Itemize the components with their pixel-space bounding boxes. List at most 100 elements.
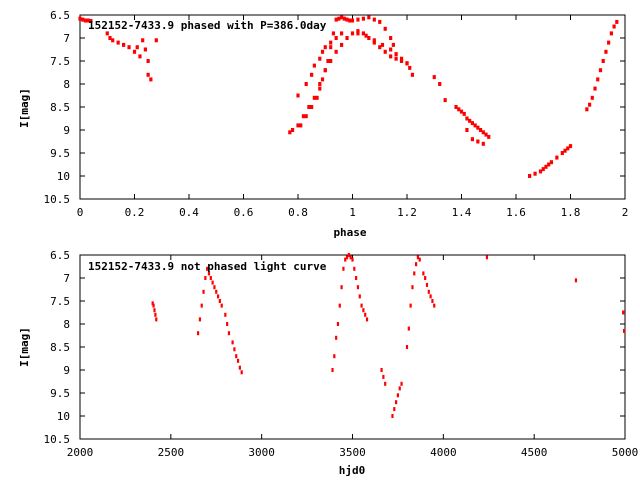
data-point xyxy=(465,128,469,132)
data-point xyxy=(433,303,436,308)
data-point xyxy=(391,42,395,47)
y-tick-label: 6.5 xyxy=(50,9,70,22)
data-point xyxy=(307,105,311,109)
data-point xyxy=(457,107,461,112)
data-point xyxy=(372,38,376,43)
data-point xyxy=(345,255,349,260)
x-tick-labels: 0 0.2 0.4 0.6 0.8 1 1.2 1.4 1.6 1.8 2 xyxy=(77,206,629,219)
data-point xyxy=(345,36,349,40)
data-point xyxy=(587,102,592,107)
data-point xyxy=(612,24,616,29)
data-point xyxy=(560,151,564,155)
data-point xyxy=(344,257,347,262)
data-point xyxy=(356,31,360,36)
data-point xyxy=(89,18,93,23)
data-point xyxy=(111,38,115,43)
y-tick-label: 7 xyxy=(63,272,70,285)
data-point xyxy=(340,31,344,36)
data-point xyxy=(547,162,551,167)
data-point xyxy=(312,63,316,68)
data-point xyxy=(468,118,472,123)
data-point xyxy=(350,18,355,23)
data-point xyxy=(349,255,352,260)
data-point xyxy=(538,169,543,174)
data-point xyxy=(304,82,308,86)
data-point xyxy=(383,26,387,31)
data-point xyxy=(555,155,559,160)
y-tick-label: 7.5 xyxy=(50,295,70,308)
data-point xyxy=(431,299,434,303)
data-point xyxy=(315,95,319,100)
data-point xyxy=(200,303,203,308)
data-point xyxy=(356,285,360,290)
data-point xyxy=(336,322,340,326)
data-point xyxy=(414,262,418,267)
data-point xyxy=(220,303,223,308)
data-point xyxy=(152,303,155,308)
data-point xyxy=(149,77,153,82)
data-point xyxy=(470,137,474,142)
x-axis-label: phase xyxy=(333,226,366,239)
data-point xyxy=(568,144,573,149)
data-point xyxy=(473,123,477,128)
data-point xyxy=(337,16,341,21)
data-point xyxy=(476,139,480,144)
data-point xyxy=(566,146,570,151)
data-point xyxy=(380,42,385,47)
data-point xyxy=(353,266,356,271)
data-point xyxy=(351,257,354,262)
data-point xyxy=(429,294,432,299)
data-point xyxy=(345,17,349,22)
data-point xyxy=(240,370,243,375)
y-tick-label: 10.5 xyxy=(44,193,71,206)
data-point xyxy=(481,130,485,135)
data-point xyxy=(400,381,403,386)
data-point xyxy=(318,86,322,91)
data-point xyxy=(361,16,365,21)
data-point xyxy=(206,266,209,271)
chart-title: 152152-7433.9 not phased light curve xyxy=(88,260,327,273)
data-point xyxy=(356,17,360,22)
data-point xyxy=(367,36,371,40)
x-tick-label: 0.2 xyxy=(125,206,145,219)
data-point xyxy=(238,365,241,370)
y-tick-label: 9.5 xyxy=(50,147,70,160)
data-point xyxy=(481,141,485,146)
data-point xyxy=(312,95,316,100)
data-point xyxy=(340,15,344,20)
data-point xyxy=(226,322,229,326)
phased-light-curve-chart: 0 0.2 0.4 0.6 0.8 1 1.2 1.4 1.6 1.8 2 6.5 7 7.5 8 8.5 9… xyxy=(18,9,628,239)
data-point xyxy=(318,82,322,86)
data-point xyxy=(487,134,491,139)
data-point xyxy=(427,289,430,294)
x-tick-label: 1.2 xyxy=(397,206,417,219)
data-point xyxy=(394,56,398,61)
data-point xyxy=(528,174,532,178)
data-point xyxy=(310,72,314,77)
data-point xyxy=(146,72,150,77)
data-point xyxy=(213,285,216,290)
data-point xyxy=(333,354,336,359)
data-point xyxy=(323,68,327,73)
data-point xyxy=(122,42,126,47)
data-point xyxy=(233,347,236,352)
data-point xyxy=(378,19,382,24)
data-point xyxy=(141,38,145,43)
data-point xyxy=(438,82,442,86)
data-point xyxy=(425,282,429,287)
data-point xyxy=(78,16,82,21)
data-point xyxy=(394,52,398,57)
data-point xyxy=(391,414,394,418)
x-tick-label: 1.6 xyxy=(506,206,526,219)
data-point xyxy=(338,303,341,308)
data-point xyxy=(196,331,200,336)
data-point xyxy=(355,276,358,280)
data-point xyxy=(549,160,554,165)
data-point xyxy=(301,114,306,119)
data-point xyxy=(383,49,387,54)
x-tick-label: 1.4 xyxy=(452,206,472,219)
x-tick-label: 3000 xyxy=(248,446,275,459)
data-point xyxy=(399,56,404,61)
